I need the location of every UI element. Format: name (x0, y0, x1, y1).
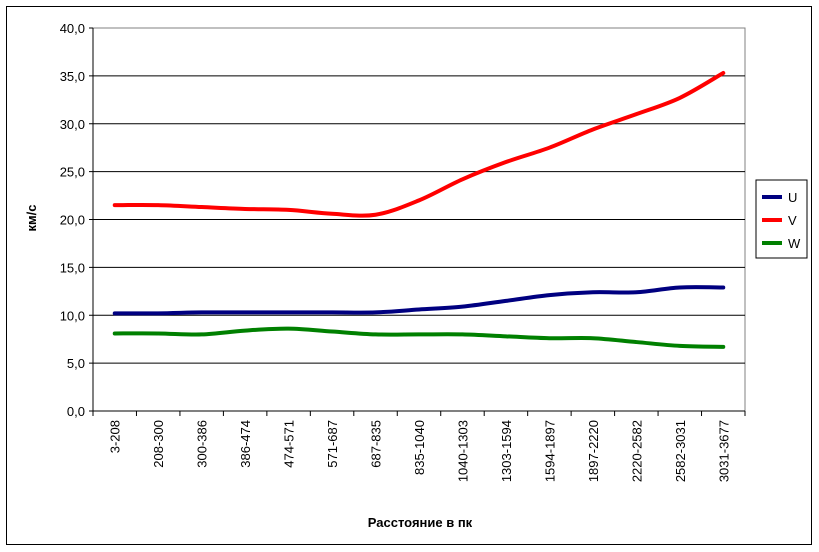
y-tick-label: 0,0 (67, 404, 85, 419)
x-tick-label: 474-571 (282, 420, 297, 468)
x-tick-label: 1897-2220 (586, 420, 601, 482)
y-tick-label: 30,0 (60, 117, 85, 132)
series-line-w (112, 326, 726, 349)
y-tick-label: 5,0 (67, 356, 85, 371)
x-tick-label: 1594-1897 (542, 420, 557, 482)
x-tick-label: 3031-3677 (716, 420, 731, 482)
x-tick-label: 2220-2582 (629, 420, 644, 482)
y-tick-label: 35,0 (60, 69, 85, 84)
gridlines (92, 27, 746, 412)
series-line-u (112, 285, 726, 316)
y-tick-label: 20,0 (60, 213, 85, 228)
x-tick-labels: 3-208 208-300 300-386 386-474 474-571 571-687… (108, 420, 732, 482)
y-tick-label: 10,0 (60, 308, 85, 323)
x-tick-label: 571-687 (325, 420, 340, 468)
axes (89, 27, 746, 416)
series-line-v (112, 71, 726, 218)
x-tick-label: 300-386 (195, 420, 210, 468)
x-tick-label: 208-300 (151, 420, 166, 468)
x-axis-label: Расстояние в пк (368, 515, 473, 530)
y-tick-labels: 0,0 5,0 10,0 15,0 20,0 25,0 30,0 35,0 40,0 (60, 21, 85, 419)
x-tick-label: 386-474 (238, 420, 253, 468)
x-tick-label: 1303-1594 (499, 420, 514, 482)
x-tick-label: 687-835 (369, 420, 384, 468)
x-tick-label: 3-208 (108, 420, 123, 453)
legend-label-w: W (788, 236, 801, 251)
x-tick-label: 1040-1303 (455, 420, 470, 482)
x-tick-label: 835-1040 (412, 420, 427, 475)
x-tick-label: 2582-3031 (673, 420, 688, 482)
y-tick-label: 40,0 (60, 21, 85, 36)
legend-label-u: U (788, 190, 797, 205)
y-axis-label: км/с (24, 205, 39, 232)
legend: UVW (755, 179, 808, 259)
y-tick-label: 25,0 (60, 165, 85, 180)
y-tick-label: 15,0 (60, 260, 85, 275)
series-lines (112, 71, 726, 349)
legend-label-v: V (788, 213, 797, 228)
